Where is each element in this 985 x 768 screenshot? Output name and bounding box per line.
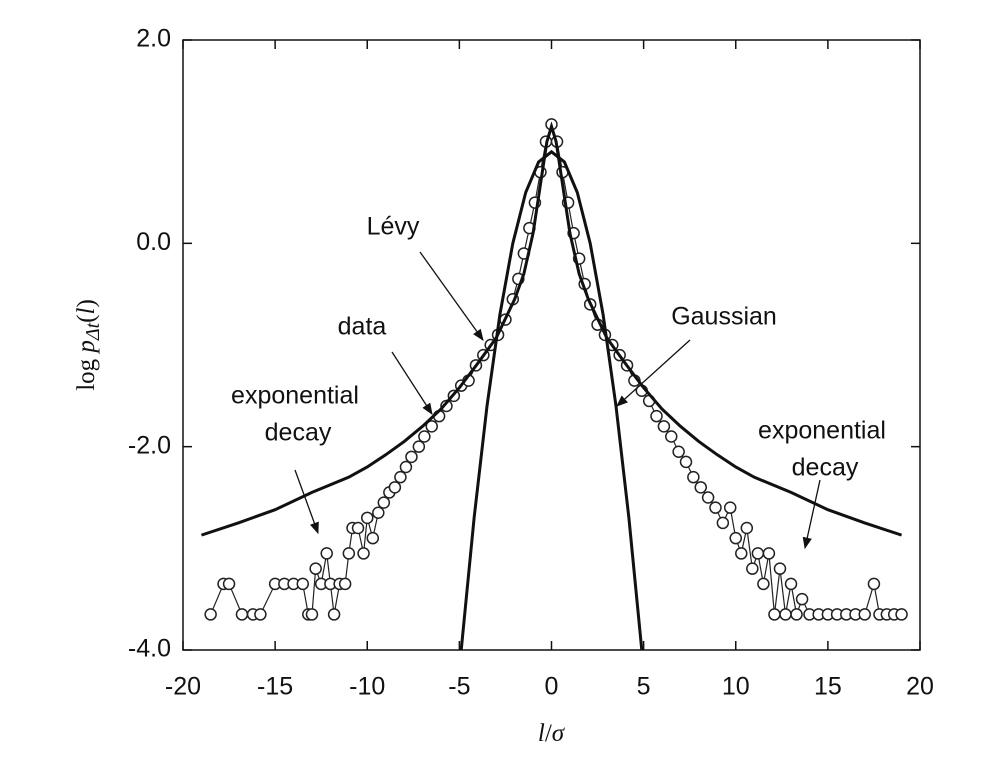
x-label-part: σ <box>552 720 566 747</box>
y-axis-label: log pΔt(l) <box>73 299 104 391</box>
annotation: decay <box>792 454 859 482</box>
data-point <box>757 577 770 591</box>
x-tick-label: -20 <box>165 673 201 701</box>
data-point <box>716 516 730 530</box>
data-point <box>709 501 722 514</box>
data-point <box>254 608 267 621</box>
data-point <box>746 562 759 575</box>
data-point <box>672 445 685 458</box>
curve <box>459 149 644 650</box>
x-tick-label: 0 <box>545 673 559 701</box>
y-label-part: log <box>73 353 100 391</box>
data-point <box>351 521 365 535</box>
data-point <box>405 450 418 464</box>
data-point <box>740 521 754 535</box>
data-point <box>320 547 333 560</box>
data-point <box>338 577 352 591</box>
y-label-part: Δt <box>82 322 104 341</box>
curve <box>200 121 903 537</box>
data-point <box>357 547 370 560</box>
x-label-part: l <box>538 720 545 747</box>
annotation-arrow <box>419 251 484 341</box>
annotation: exponential <box>758 417 886 445</box>
data-point <box>701 491 715 504</box>
annotation-arrow <box>802 479 821 550</box>
series-label: Lévy <box>367 213 420 241</box>
data-point <box>723 501 737 514</box>
data-point <box>361 511 374 525</box>
data-point <box>867 577 881 591</box>
x-tick-label: -10 <box>349 673 385 701</box>
data-point <box>895 608 908 621</box>
data-point <box>204 608 217 621</box>
annotation-arrow <box>616 339 691 407</box>
annotation-arrow <box>391 351 433 415</box>
data-point <box>222 577 236 591</box>
data-point <box>790 608 803 621</box>
y-label-part: p <box>73 340 100 355</box>
y-label-part: l <box>73 307 100 314</box>
data-point <box>679 455 693 469</box>
data-point <box>650 409 663 423</box>
x-tick-label: -5 <box>448 673 470 701</box>
y-label-part: ( <box>73 314 100 322</box>
annotation: decay <box>265 419 332 447</box>
y-tick-label: -2.0 <box>128 431 171 459</box>
x-label-part: / <box>545 720 552 747</box>
data-point <box>377 496 391 509</box>
data-point <box>394 470 407 484</box>
data-point <box>687 470 700 484</box>
annotation-arrow <box>294 469 319 535</box>
data-point <box>751 547 765 560</box>
data-point <box>305 608 319 621</box>
y-tick-label: -4.0 <box>128 635 171 663</box>
x-tick-label: 10 <box>722 673 750 701</box>
data-point <box>327 608 341 621</box>
data-point <box>425 420 438 433</box>
data-point <box>372 506 385 519</box>
data-connector <box>210 122 902 617</box>
data-point <box>729 531 742 545</box>
data-point <box>735 547 748 560</box>
data-point <box>399 460 413 474</box>
data-point <box>366 531 380 545</box>
data-point <box>773 562 787 575</box>
x-axis-label: l/σ <box>538 720 566 747</box>
data-point <box>412 440 426 453</box>
data-point <box>418 430 431 443</box>
series-label: Gaussian <box>671 303 777 331</box>
data-point <box>762 547 776 560</box>
data-point <box>694 481 707 494</box>
data-point <box>858 608 871 621</box>
y-tick-label: 2.0 <box>136 25 171 53</box>
data-point <box>235 608 249 621</box>
series-label: data <box>338 313 387 341</box>
y-label-part: ) <box>73 299 100 307</box>
data-point <box>795 592 809 606</box>
annotation: exponential <box>231 382 359 410</box>
data-point <box>779 608 792 621</box>
x-tick-label: 20 <box>906 673 934 701</box>
data-point <box>665 430 678 443</box>
data-point <box>388 481 402 494</box>
x-tick-label: 15 <box>814 673 842 701</box>
data-point <box>768 608 781 621</box>
x-tick-label: 5 <box>637 673 651 701</box>
data-point <box>784 577 798 591</box>
x-tick-label: -15 <box>257 673 293 701</box>
data-point <box>309 562 322 575</box>
data-point <box>657 420 671 433</box>
data-point <box>296 577 310 591</box>
y-tick-label: 0.0 <box>136 228 171 256</box>
data-point <box>342 547 356 560</box>
